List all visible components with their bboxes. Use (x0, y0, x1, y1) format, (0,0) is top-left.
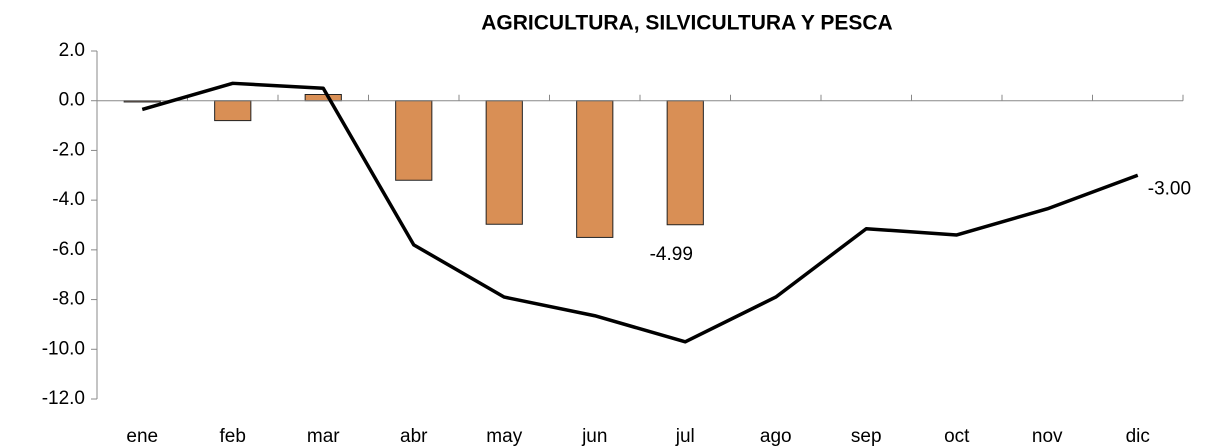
x-tick-label: mar (307, 426, 340, 447)
y-tick-label: -8.0 (52, 289, 85, 310)
x-tick-label: dic (1126, 426, 1150, 447)
bar (666, 100, 704, 226)
data-label: -4.99 (650, 244, 693, 265)
x-tick-label: oct (944, 426, 970, 447)
data-label: -3.00 (1148, 178, 1191, 199)
bar (304, 94, 342, 102)
y-tick-label: -6.0 (52, 239, 85, 260)
y-tick-label: -10.0 (42, 338, 85, 359)
y-tick-label: -4.0 (52, 189, 85, 210)
y-tick-label: -12.0 (42, 388, 85, 409)
x-tick-label: ago (760, 426, 792, 447)
chart-title: AGRICULTURA, SILVICULTURA Y PESCA (481, 12, 892, 35)
y-tick-label: 0.0 (59, 90, 85, 111)
bar (576, 100, 614, 238)
bar (395, 100, 433, 181)
x-tick-label: jun (581, 426, 607, 447)
bar (214, 100, 252, 122)
y-tick-label: 2.0 (59, 40, 85, 61)
bar (485, 100, 523, 225)
x-tick-label: feb (220, 426, 246, 447)
x-tick-label: may (486, 426, 522, 447)
x-tick-label: nov (1032, 426, 1063, 447)
x-tick-label: abr (400, 426, 428, 447)
x-tick-label: jul (675, 426, 695, 447)
x-tick-label: sep (851, 426, 882, 447)
line (141, 81, 1139, 344)
x-tick-label: ene (126, 426, 158, 447)
y-tick-label: -2.0 (52, 139, 85, 160)
